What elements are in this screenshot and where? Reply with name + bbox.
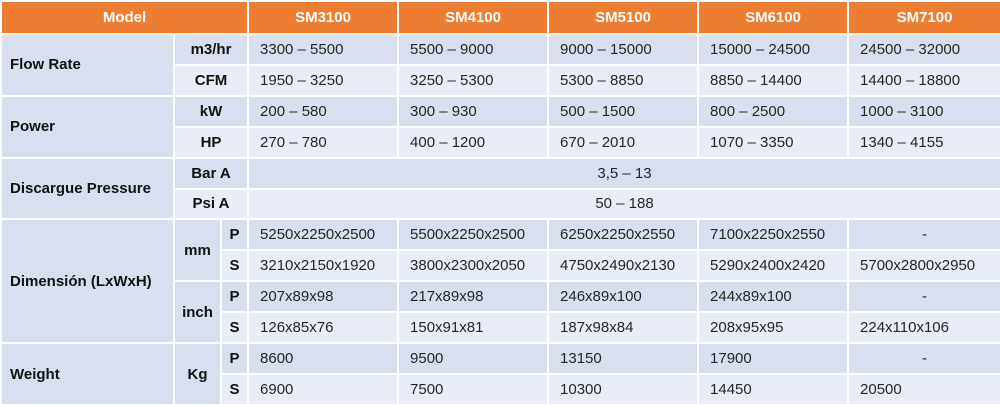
unit-label-hp: HP [172,125,250,159]
table-row: Dimensión (LxWxH) mm P 5250x2250x2500 55… [0,218,1000,345]
section-label-discargue-pressure: Discargue Pressure [0,156,175,221]
value-cell: 24500 – 32000 [847,33,1000,66]
value-cell: 1950 – 3250 [247,63,400,97]
value-cell: 5300 – 8850 [547,63,700,97]
value-cell: 4750x2490x2130 [547,249,700,283]
value-cell: 800 – 2500 [697,94,850,128]
section-label-dimension: Dimensión (LxWxH) [0,218,175,345]
unit-label-kg: Kg [173,342,222,406]
value-cell: 5290x2400x2420 [697,249,850,283]
value-cell: 224x110x106 [847,311,1000,345]
table-row: Flow Rate m3/hr 3300 – 5500 5500 – 9000 … [0,33,1000,97]
value-cell: 244x89x100 [697,280,850,314]
table-row: S 6900 7500 10300 14450 20500 [1,372,1000,406]
value-cell: 270 – 780 [247,125,400,159]
value-cell: 670 – 2010 [547,125,700,159]
value-cell: 6900 [247,372,400,406]
unit-label-mm: mm [173,218,222,283]
sub-label-s: S [219,311,250,345]
value-cell: - [847,342,1000,375]
value-cell: - [847,280,1000,314]
table-row: Psi A 50 – 188 [1,187,1000,221]
value-cell: 300 – 930 [397,94,550,128]
value-cell: 8600 [247,342,400,375]
value-cell: 9000 – 15000 [547,33,700,66]
value-cell: 9500 [397,342,550,375]
sub-label-p: P [219,218,250,252]
value-cell: 200 – 580 [247,94,400,128]
value-cell: 17900 [697,342,850,375]
value-cell: 13150 [547,342,700,375]
header-row: Model SM3100 SM4100 SM5100 SM6100 SM7100 [0,0,1000,35]
unit-label-bar-a: Bar A [172,156,250,190]
unit-label-m3hr: m3/hr [172,33,250,66]
value-cell: 5700x2800x2950 [847,249,1000,283]
section-label-weight: Weight [0,342,175,406]
table-row: Discargue Pressure Bar A 3,5 – 13 [0,156,1000,221]
value-cell: 10300 [547,372,700,406]
value-cell: 20500 [847,372,1000,406]
value-cell: 3300 – 5500 [247,33,400,66]
section-label-power: Power [0,94,175,159]
value-cell: 8850 – 14400 [697,63,850,97]
unit-label-inch: inch [173,280,222,345]
value-cell: 5500 – 9000 [397,33,550,66]
value-cell-merged: 50 – 188 [247,187,1000,221]
value-cell: 1000 – 3100 [847,94,1000,128]
table-row: Power kW 200 – 580 300 – 930 500 – 1500 … [0,94,1000,159]
value-cell: 14450 [697,372,850,406]
col-header-sm6100: SM6100 [697,0,850,35]
value-cell: 1340 – 4155 [847,125,1000,159]
sub-label-p: P [219,280,250,314]
col-header-model: Model [0,0,250,35]
sub-label-p: P [219,342,250,375]
value-cell: 208x95x95 [697,311,850,345]
value-cell: 217x89x98 [397,280,550,314]
unit-label-kw: kW [172,94,250,128]
value-cell: 14400 – 18800 [847,63,1000,97]
section-label-flow-rate: Flow Rate [0,33,175,97]
value-cell: 5250x2250x2500 [247,218,400,252]
value-cell: 187x98x84 [547,311,700,345]
col-header-sm3100: SM3100 [247,0,400,35]
value-cell: 3210x2150x1920 [247,249,400,283]
table-row: inch P 207x89x98 217x89x98 246x89x100 24… [1,280,1000,345]
value-cell: 1070 – 3350 [697,125,850,159]
value-cell: 3800x2300x2050 [397,249,550,283]
unit-label-cfm: CFM [172,63,250,97]
table-row: HP 270 – 780 400 – 1200 670 – 2010 1070 … [1,125,1000,159]
table-row: S 126x85x76 150x91x81 187x98x84 208x95x9… [1,311,1000,345]
value-cell: 150x91x81 [397,311,550,345]
value-cell: 207x89x98 [247,280,400,314]
table-row: Weight Kg P 8600 9500 13150 17900 - [0,342,1000,406]
table-row: S 3210x2150x1920 3800x2300x2050 4750x249… [1,249,1000,283]
col-header-sm7100: SM7100 [847,0,1000,35]
value-cell-merged: 3,5 – 13 [247,156,1000,190]
value-cell: 7500 [397,372,550,406]
value-cell: 6250x2250x2550 [547,218,700,252]
value-cell: 400 – 1200 [397,125,550,159]
table-row: CFM 1950 – 3250 3250 – 5300 5300 – 8850 … [1,63,1000,97]
value-cell: 3250 – 5300 [397,63,550,97]
value-cell: 15000 – 24500 [697,33,850,66]
unit-label-psi-a: Psi A [172,187,250,221]
sub-label-s: S [219,249,250,283]
value-cell: 500 – 1500 [547,94,700,128]
value-cell: - [847,218,1000,252]
value-cell: 7100x2250x2550 [697,218,850,252]
value-cell: 5500x2250x2500 [397,218,550,252]
col-header-sm4100: SM4100 [397,0,550,35]
value-cell: 246x89x100 [547,280,700,314]
value-cell: 126x85x76 [247,311,400,345]
sub-label-s: S [219,372,250,406]
col-header-sm5100: SM5100 [547,0,700,35]
